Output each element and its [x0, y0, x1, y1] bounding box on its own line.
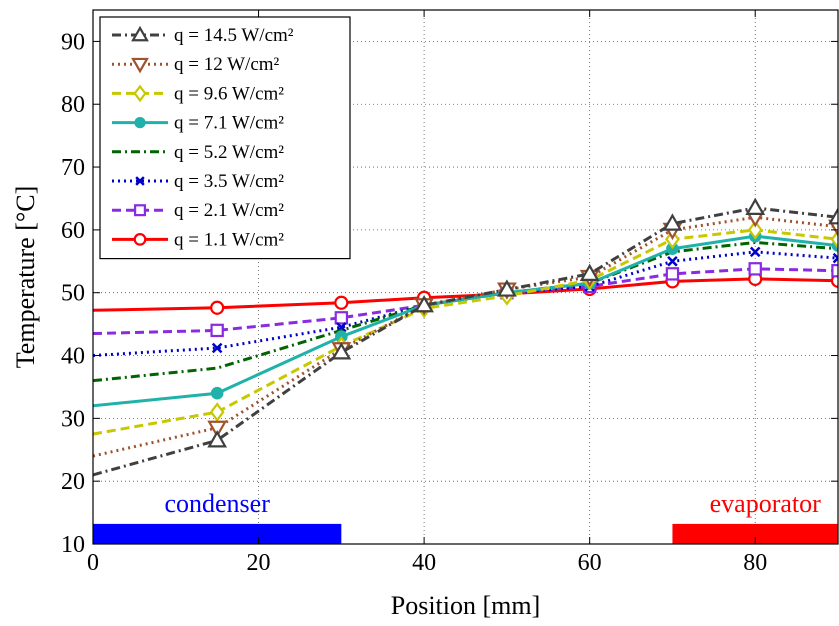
y-tick-label: 20: [61, 469, 85, 495]
legend-item: q = 12 W/cm²: [112, 54, 280, 75]
region-label-evaporator: evaporator: [710, 489, 822, 518]
series-line: [93, 240, 838, 383]
series: [93, 197, 838, 477]
data-point: [210, 300, 225, 315]
data-point: [747, 220, 763, 240]
data-point: [662, 213, 683, 231]
legend-item: q = 9.6 W/cm²: [112, 83, 284, 104]
data-point: [135, 176, 145, 186]
data-point: [832, 252, 838, 264]
data-point: [830, 273, 838, 288]
series-line: [93, 277, 838, 312]
y-tick-label: 90: [61, 29, 85, 55]
data-point: [748, 262, 762, 276]
data-point: [665, 267, 680, 281]
x-tick-label: 0: [87, 550, 99, 576]
legend-label: q = 3.5 W/cm²: [174, 171, 284, 192]
data-point: [749, 246, 761, 258]
series-layer: [93, 197, 838, 477]
x-tick-label: 20: [247, 550, 271, 576]
data-point: [134, 204, 147, 217]
series-line: [93, 234, 838, 408]
y-tick-label: 80: [61, 92, 85, 118]
legend-item: q = 1.1 W/cm²: [112, 229, 284, 250]
legend-item: q = 7.1 W/cm²: [112, 113, 284, 134]
region-band-evaporator: [672, 523, 838, 544]
axis-ticks: 0 20 40 60 80 10 20 30 40 50 60 70 80 90: [61, 10, 838, 576]
data-point: [579, 263, 600, 281]
y-tick-label: 60: [61, 218, 85, 244]
data-point: [209, 402, 225, 422]
series-line: [93, 250, 838, 358]
legend-box: [99, 16, 351, 260]
data-point: [745, 197, 766, 215]
y-axis-label: Temperature [°C]: [11, 186, 40, 369]
y-tick-label: 10: [61, 532, 85, 558]
series-line: [93, 267, 838, 336]
data-point: [830, 229, 838, 250]
data-point: [131, 57, 149, 74]
data-point: [828, 207, 838, 225]
legend-item: q = 3.5 W/cm²: [112, 171, 284, 192]
data-point: [414, 295, 435, 313]
data-point: [133, 233, 147, 246]
data-point: [667, 256, 678, 267]
legend-item: q = 14.5 W/cm²: [112, 25, 294, 46]
x-axis-label: Position [mm]: [391, 591, 541, 620]
series-line: [93, 228, 838, 436]
y-tick-label: 40: [61, 344, 85, 370]
legend-label: q = 9.6 W/cm²: [174, 83, 284, 104]
legend: q = 14.5 W/cm² q = 12 W/cm² q = 9.6 W/cm² q…: [99, 16, 351, 260]
y-tick-label: 30: [61, 406, 85, 432]
series: [93, 240, 838, 383]
data-point: [210, 386, 224, 400]
series: [93, 271, 838, 315]
data-point: [210, 323, 224, 338]
data-point: [496, 279, 517, 297]
data-point: [211, 342, 223, 354]
data-point: [334, 311, 349, 325]
data-point: [207, 420, 228, 438]
x-tick-label: 80: [743, 550, 767, 576]
data-point: [133, 84, 147, 103]
x-tick-label: 60: [578, 550, 602, 576]
data-point: [331, 342, 352, 360]
x-tick-label: 40: [412, 550, 436, 576]
data-point: [207, 430, 228, 448]
data-point: [131, 25, 149, 42]
legend-label: q = 14.5 W/cm²: [174, 25, 294, 46]
legend-item: q = 2.1 W/cm²: [112, 200, 284, 221]
data-point: [334, 295, 349, 310]
legend-label: q = 2.1 W/cm²: [174, 200, 284, 221]
y-tick-label: 70: [61, 155, 85, 181]
y-tick-label: 50: [61, 281, 85, 307]
plot-frame: [92, 9, 839, 545]
region-band-condenser: [93, 523, 342, 544]
data-point: [831, 264, 838, 278]
legend-label: q = 7.1 W/cm²: [174, 113, 284, 134]
legend-label: q = 1.1 W/cm²: [174, 229, 284, 250]
legend-label: q = 5.2 W/cm²: [174, 142, 284, 163]
region-bands: condenser evaporator: [93, 489, 838, 544]
legend-label: q = 12 W/cm²: [174, 54, 280, 75]
data-point: [134, 116, 146, 129]
region-label-condenser: condenser: [164, 489, 270, 518]
legend-item: q = 5.2 W/cm²: [112, 142, 284, 163]
